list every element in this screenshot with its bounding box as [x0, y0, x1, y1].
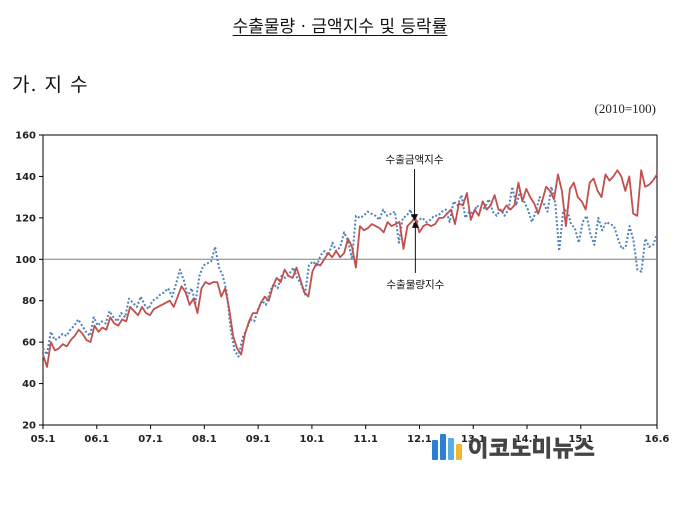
- x-tick-label: 13.1: [461, 434, 486, 445]
- y-tick-label: 160: [15, 131, 36, 142]
- annotation-value-label: 수출금액지수: [386, 154, 444, 166]
- y-tick-label: 40: [22, 379, 36, 390]
- series-line-value: [42, 185, 658, 358]
- annotation-volume-label: 수출물량지수: [386, 279, 444, 291]
- unit-label: (2010=100): [594, 101, 657, 116]
- logo-icon: [432, 434, 464, 460]
- x-tick-label: 14.1: [515, 434, 540, 445]
- y-tick-label: 100: [15, 255, 36, 266]
- page-title: 수출물량 · 금액지수 및 등락률: [232, 17, 448, 37]
- y-tick-label: 140: [15, 172, 36, 183]
- line-chart: 20 40 60 80 100 120 140 160 05.1 06.1 07.1 08.1 09.1…: [15, 131, 669, 446]
- series-line-volume: [42, 169, 658, 368]
- section-heading: 가. 지 수: [12, 74, 89, 96]
- annotation-value-arrowhead: [411, 214, 419, 222]
- annotation-volume-arrowhead: [411, 220, 419, 228]
- y-tick-label: 20: [22, 421, 36, 432]
- y-tick-label: 80: [22, 296, 36, 307]
- x-tick-label: 12.1: [407, 434, 432, 445]
- x-tick-label: 10.1: [300, 434, 325, 445]
- watermark-text: 이코노미뉴스: [467, 437, 596, 463]
- x-tick-label: 08.1: [192, 434, 217, 445]
- y-tick-label: 60: [22, 338, 36, 349]
- axis-layer: 20 40 60 80 100 120 140 160 05.1 06.1 07.1 08.1 09.1…: [15, 131, 669, 446]
- watermark-logo: 이코노미뉴스: [432, 432, 596, 463]
- x-tick-label: 11.1: [353, 434, 378, 445]
- x-tick-label: 05.1: [31, 434, 56, 445]
- x-tick-label: 09.1: [246, 434, 271, 445]
- plot-area: [42, 134, 658, 426]
- x-tick-label: 06.1: [84, 434, 109, 445]
- series-layer: [42, 169, 658, 368]
- x-tick-label: 07.1: [138, 434, 163, 445]
- x-tick-label: 15.1: [568, 434, 593, 445]
- y-tick-label: 120: [15, 213, 36, 224]
- x-tick-label: 16.6: [645, 434, 670, 445]
- plot-frame: [42, 134, 658, 426]
